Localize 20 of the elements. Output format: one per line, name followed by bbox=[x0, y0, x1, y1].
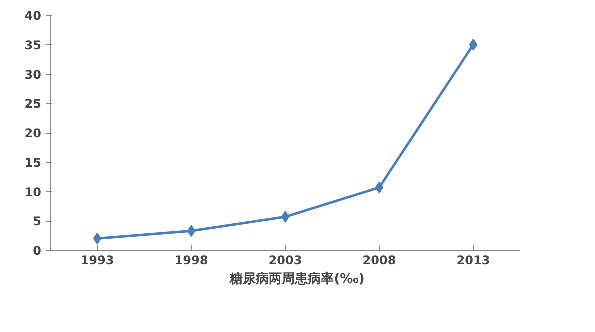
y-tick-label: 10 bbox=[24, 185, 42, 200]
x-tick-label: 2008 bbox=[362, 254, 396, 268]
y-tick-label: 30 bbox=[24, 68, 42, 82]
x-tick-label: 1998 bbox=[174, 254, 208, 268]
y-tick-label: 15 bbox=[24, 156, 42, 170]
point bbox=[469, 38, 478, 51]
y-tick-label: 5 bbox=[33, 214, 42, 229]
y-tick-label: 35 bbox=[24, 38, 42, 52]
y-tick-label: 0 bbox=[33, 244, 42, 258]
y-tick-label: 25 bbox=[24, 97, 42, 112]
text: 糖尿病两周患病率(‰) bbox=[230, 270, 365, 288]
y-tick-label: 40 bbox=[24, 9, 42, 23]
point bbox=[375, 182, 384, 194]
point bbox=[187, 225, 196, 238]
x-tick-label: 1993 bbox=[80, 254, 114, 268]
x-tick-label: 2013 bbox=[456, 254, 490, 268]
x-tick-label: 2003 bbox=[268, 254, 302, 268]
point bbox=[93, 232, 102, 245]
point bbox=[281, 211, 290, 224]
y-tick-label: 20 bbox=[24, 126, 42, 140]
